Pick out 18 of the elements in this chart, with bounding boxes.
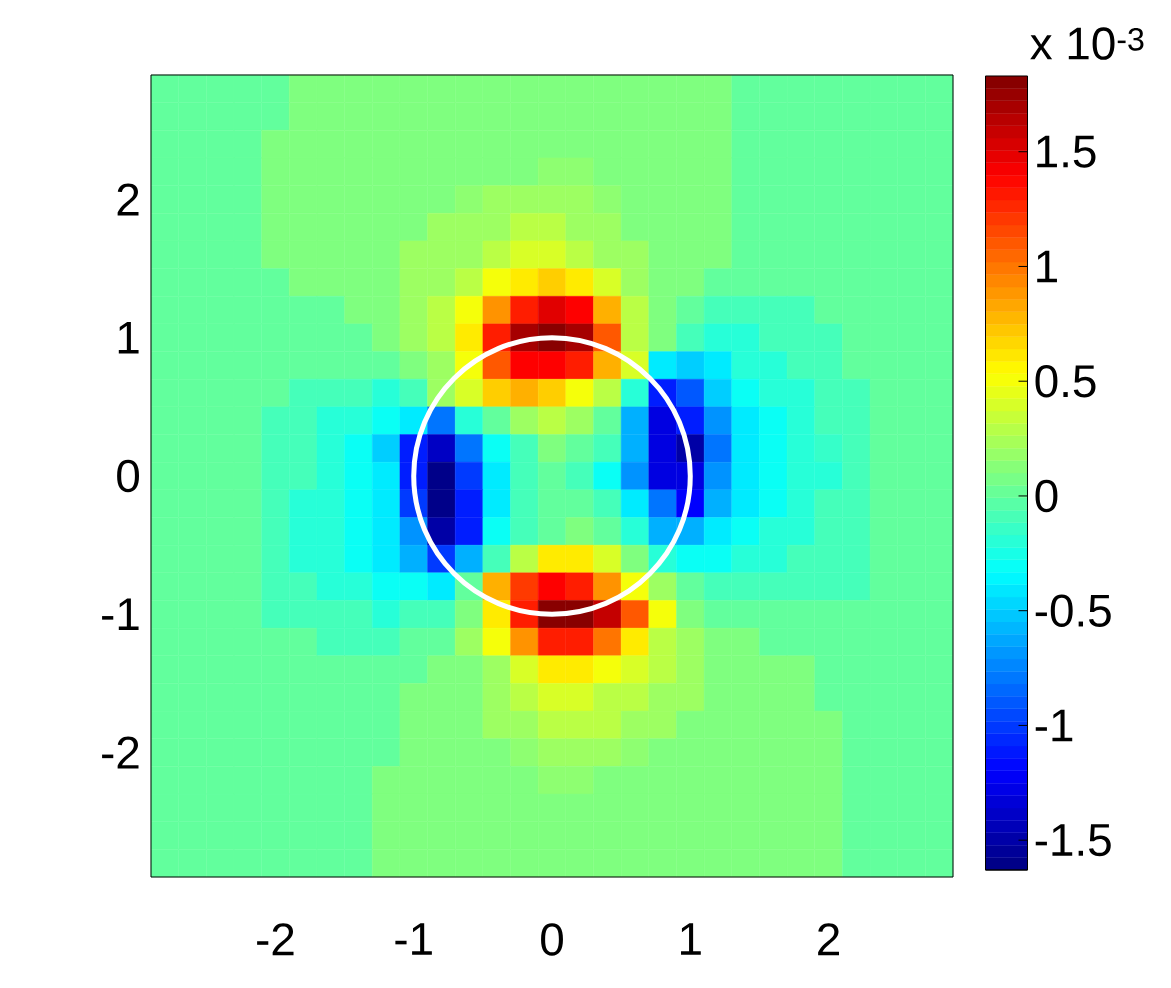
x-tick-label: -2 xyxy=(257,923,294,956)
x-tick-label: 2 xyxy=(818,923,839,956)
y-tick-label: 0 xyxy=(117,459,140,493)
color-bar-label: -0.5 xyxy=(1035,594,1111,627)
y-tick-label: -1 xyxy=(102,598,139,631)
color-bar-label: 1 xyxy=(1037,250,1057,283)
color-bar-label: -1.5 xyxy=(1035,824,1111,857)
y-tick-label: 1 xyxy=(118,321,139,354)
y-tick-label: 2 xyxy=(117,183,139,216)
x-tick-label: 1 xyxy=(681,923,701,955)
color-bar-label: 0.5 xyxy=(1035,364,1096,398)
color-bar-label: 0 xyxy=(1035,479,1058,513)
y-tick-label: -2 xyxy=(102,736,139,769)
x-tick-label: -1 xyxy=(395,923,432,955)
x-tick-label: 0 xyxy=(541,923,563,956)
color-bar-title: x 10$^{-3}$ xyxy=(1030,27,1144,60)
color-bar-label: -1 xyxy=(1035,709,1073,742)
color-bar-label: 1.5 xyxy=(1037,135,1096,168)
